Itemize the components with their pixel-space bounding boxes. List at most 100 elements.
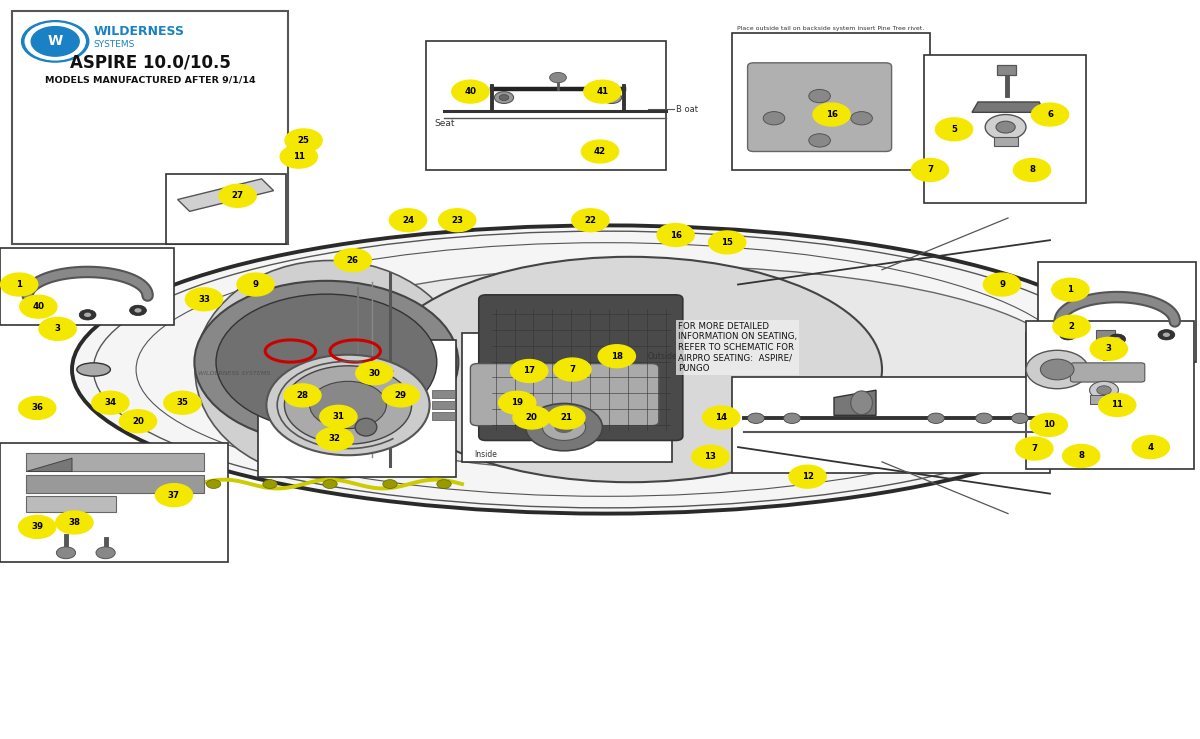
Text: 1: 1 [17,280,22,289]
Circle shape [19,296,58,319]
Circle shape [928,413,944,423]
Circle shape [319,405,358,429]
Circle shape [438,208,475,232]
Text: 35: 35 [176,398,188,407]
Circle shape [283,384,322,406]
FancyBboxPatch shape [470,364,659,426]
Circle shape [437,480,451,488]
Circle shape [0,273,38,296]
Circle shape [19,396,56,420]
FancyBboxPatch shape [732,33,930,170]
Text: WILDERNESS SYSTEMS: WILDERNESS SYSTEMS [198,371,270,375]
Ellipse shape [378,257,882,483]
Circle shape [130,305,146,316]
Text: 22: 22 [584,216,596,225]
FancyBboxPatch shape [924,55,1086,203]
Text: 27: 27 [232,191,244,200]
Circle shape [554,421,574,433]
FancyBboxPatch shape [997,65,1016,75]
Ellipse shape [1114,365,1138,374]
Polygon shape [26,458,72,471]
Circle shape [25,23,85,60]
Circle shape [748,413,764,423]
Circle shape [134,308,142,313]
FancyBboxPatch shape [432,390,455,398]
Circle shape [599,344,636,368]
Circle shape [1091,337,1128,361]
Circle shape [1163,333,1170,337]
Circle shape [22,21,89,62]
Text: 9: 9 [253,280,259,289]
Circle shape [1032,103,1068,126]
Circle shape [156,484,192,507]
Circle shape [38,318,77,340]
Circle shape [583,80,622,103]
Circle shape [1054,315,1090,338]
FancyBboxPatch shape [26,475,204,493]
Text: 7: 7 [569,365,576,374]
Circle shape [334,248,372,272]
Ellipse shape [72,225,1140,514]
Circle shape [19,516,56,538]
FancyBboxPatch shape [1038,262,1196,362]
Text: B oat: B oat [676,105,697,114]
Circle shape [1090,381,1118,399]
Circle shape [91,392,130,414]
Circle shape [220,185,257,208]
Circle shape [708,231,746,254]
Circle shape [553,358,592,381]
Circle shape [514,406,551,429]
Text: Inside: Inside [474,450,497,459]
Circle shape [790,466,827,488]
FancyBboxPatch shape [748,63,892,151]
Circle shape [28,305,44,316]
Circle shape [499,95,509,101]
FancyBboxPatch shape [432,412,455,420]
Text: 30: 30 [368,369,380,378]
Text: 40: 40 [32,302,44,311]
Text: 1: 1 [1068,285,1074,294]
Circle shape [494,92,514,103]
Circle shape [206,480,221,488]
FancyBboxPatch shape [426,41,666,170]
Circle shape [390,208,427,232]
Text: 38: 38 [68,518,80,527]
Text: 11: 11 [1111,401,1123,409]
Circle shape [32,308,40,313]
FancyBboxPatch shape [258,340,456,477]
FancyBboxPatch shape [26,453,204,471]
Text: 42: 42 [594,147,606,156]
Text: Place outside tail on backside system insert Pine Tree rivet.: Place outside tail on backside system in… [737,26,924,30]
Circle shape [355,362,394,384]
Ellipse shape [77,363,110,376]
Text: 15: 15 [721,238,733,247]
Circle shape [56,511,94,534]
Circle shape [1133,436,1169,458]
Circle shape [814,103,850,126]
Text: 17: 17 [523,367,535,375]
FancyBboxPatch shape [0,248,174,325]
Circle shape [284,366,412,444]
Text: 23: 23 [451,216,463,225]
Text: Boat: Boat [1039,415,1057,424]
Text: 20: 20 [132,417,144,426]
Circle shape [1030,414,1068,436]
Circle shape [1114,337,1121,341]
Text: MODELS MANUFACTURED AFTER 9/1/14: MODELS MANUFACTURED AFTER 9/1/14 [44,75,256,84]
FancyBboxPatch shape [0,443,228,562]
FancyBboxPatch shape [1090,395,1116,404]
Text: Seat: Seat [434,119,455,128]
Text: 16: 16 [826,110,838,119]
Ellipse shape [851,391,872,415]
Text: 33: 33 [198,295,210,304]
Circle shape [581,140,619,163]
Circle shape [451,80,490,103]
Circle shape [84,313,91,317]
Text: 13: 13 [704,452,716,461]
Circle shape [1040,359,1074,380]
Circle shape [263,480,277,488]
Text: 41: 41 [596,87,608,96]
Circle shape [912,158,949,182]
Circle shape [310,381,386,429]
Circle shape [996,121,1015,133]
